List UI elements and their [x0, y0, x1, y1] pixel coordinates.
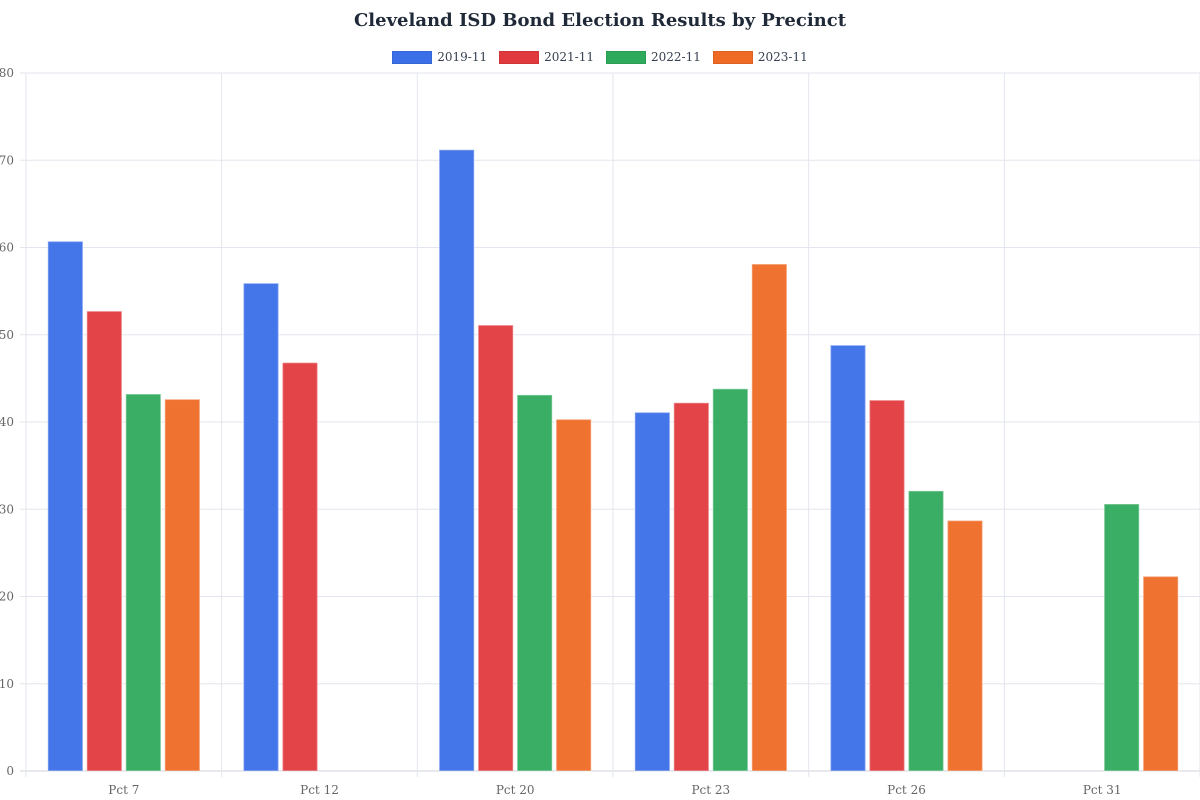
bar-2019-11-pct-26 [829, 344, 867, 772]
x-tick-label: Pct 31 [1083, 783, 1122, 797]
bar-2023-11-pct-7 [164, 398, 201, 772]
bar-2023-11-pct-31 [1142, 575, 1179, 772]
x-tick-label: Pct 12 [300, 783, 339, 797]
y-tick-label: 10 [0, 677, 14, 691]
bar-2019-11-pct-12 [242, 282, 280, 772]
bar-2022-11-pct-20 [516, 394, 553, 772]
bar-2021-11-pct-12 [281, 361, 319, 772]
legend-label: 2021-11 [544, 50, 594, 64]
x-tick-label: Pct 20 [496, 783, 535, 797]
bar-2022-11-pct-7 [125, 393, 162, 772]
legend-swatch [392, 50, 433, 64]
bar-2021-11-pct-7 [86, 310, 123, 772]
bar-2023-11-pct-23 [751, 263, 788, 772]
legend-item[interactable]: 2019-11 [392, 50, 487, 64]
legend-item[interactable]: 2023-11 [712, 50, 808, 64]
bar-2019-11-pct-20 [438, 149, 475, 772]
y-tick-label: 0 [6, 764, 14, 778]
x-tick-label: Pct 26 [887, 783, 926, 797]
bar-2022-11-pct-26 [907, 490, 945, 772]
bar-2019-11-pct-7 [47, 240, 84, 772]
bar-2019-11-pct-23 [634, 411, 671, 772]
legend-label: 2023-11 [757, 50, 808, 64]
y-tick-label: 50 [0, 328, 14, 342]
bar-2022-11-pct-31 [1103, 503, 1140, 772]
legend-item[interactable]: 2021-11 [499, 50, 594, 64]
y-tick-label: 60 [0, 241, 14, 255]
legend-label: 2019-11 [437, 50, 488, 64]
x-tick-label: Pct 7 [108, 783, 139, 797]
legend-label: 2022-11 [651, 50, 701, 64]
bar-2023-11-pct-26 [946, 519, 984, 772]
legend-item[interactable]: 2022-11 [606, 50, 701, 64]
bar-2022-11-pct-23 [712, 388, 749, 772]
legend-swatch [606, 50, 646, 64]
y-tick-label: 20 [0, 590, 14, 604]
y-tick-label: 70 [0, 153, 14, 167]
bar-2021-11-pct-23 [673, 402, 710, 772]
y-tick-label: 30 [0, 502, 14, 516]
legend-swatch [712, 50, 753, 64]
y-tick-label: 80 [0, 66, 14, 80]
bar-2021-11-pct-26 [868, 399, 906, 772]
bar-2021-11-pct-20 [477, 324, 514, 772]
bar-2023-11-pct-20 [555, 418, 592, 772]
legend-swatch [499, 50, 540, 64]
y-tick-label: 40 [0, 415, 14, 429]
chart-title: Cleveland ISD Bond Election Results by P… [353, 10, 847, 31]
x-tick-label: Pct 23 [691, 783, 730, 797]
legend: 2019-11 2021-11 2022-11 2023-11 [0, 50, 1200, 64]
